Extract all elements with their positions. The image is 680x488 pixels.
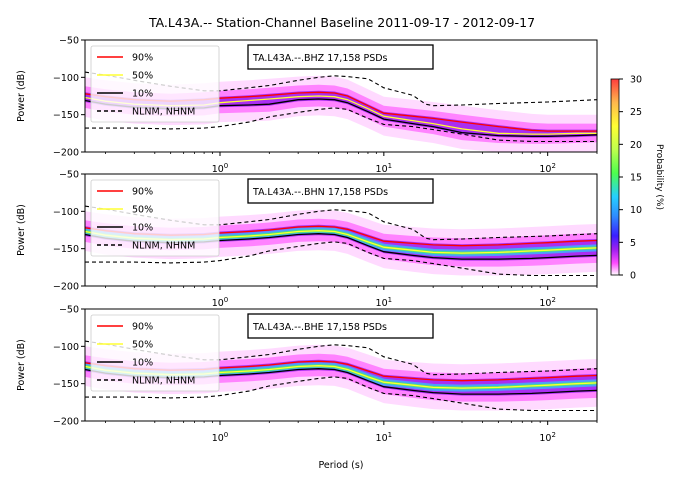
figure-title: TA.L43A.-- Station-Channel Baseline 2011… xyxy=(148,15,535,30)
x-tick-label: 102 xyxy=(539,296,556,309)
legend: 90% 50% 10% NLNM, NHNM xyxy=(90,314,220,392)
y-tick-label: −150 xyxy=(53,379,79,390)
channel-label: TA.L43A.--.BHN 17,158 PSDs xyxy=(252,187,388,198)
legend: 90% 50% 10% NLNM, NHNM xyxy=(90,45,220,123)
legend-label: 50% xyxy=(132,340,153,351)
y-axis-label: Power (dB) xyxy=(16,339,27,391)
colorbar-gradient xyxy=(610,78,620,276)
channel-label-box xyxy=(247,313,434,339)
x-tick-label: 100 xyxy=(212,431,229,444)
legend-label: 10% xyxy=(132,223,153,234)
legend-label: 10% xyxy=(132,89,153,100)
channel-label: TA.L43A.--.BHE 17,158 PSDs xyxy=(252,322,387,333)
y-tick-label: −50 xyxy=(59,36,79,47)
legend-box xyxy=(90,314,220,392)
panel-2: −200 −150 −100 −50 100 101 102 Power (dB) 90% 50%… xyxy=(16,170,598,309)
panel-1: −200 −150 −100 −50 100 101 102 Power (dB) 90% 50%… xyxy=(16,36,598,175)
colorbar-tick-label: 15 xyxy=(630,173,642,184)
legend-box xyxy=(90,179,220,257)
nlnm-line xyxy=(85,376,597,412)
colorbar-tick-label: 0 xyxy=(630,271,636,282)
colorbar-tick-label: 20 xyxy=(630,140,642,151)
x-tick-label: 101 xyxy=(376,162,393,175)
x-tick-label: 100 xyxy=(212,296,229,309)
y-tick-label: −100 xyxy=(53,73,79,84)
legend-label: 50% xyxy=(132,71,153,82)
legend-label: NLNM, NHNM xyxy=(132,241,195,252)
colorbar-tick-label: 30 xyxy=(630,75,642,86)
legend-label: 10% xyxy=(132,358,153,369)
x-tick-label: 100 xyxy=(212,162,229,175)
legend-label: NLNM, NHNM xyxy=(132,107,195,118)
legend-label: 90% xyxy=(132,322,153,333)
x-tick-label: 101 xyxy=(376,431,393,444)
legend-label: NLNM, NHNM xyxy=(132,376,195,387)
y-tick-label: −200 xyxy=(53,282,79,293)
y-axis-label: Power (dB) xyxy=(16,70,27,122)
channel-label-box xyxy=(247,178,434,204)
y-tick-label: −200 xyxy=(53,148,79,159)
plot-frame xyxy=(84,173,598,287)
y-tick-label: −200 xyxy=(53,417,79,428)
y-axis-label: Power (dB) xyxy=(16,204,27,256)
channel-label: TA.L43A.--.BHZ 17,158 PSDs xyxy=(252,53,388,64)
plot-frame xyxy=(84,39,598,153)
y-tick-label: −50 xyxy=(59,305,79,316)
legend-label: 50% xyxy=(132,205,153,216)
plot-frame xyxy=(84,308,598,422)
colorbar-tick-label: 10 xyxy=(630,205,642,216)
y-tick-label: −150 xyxy=(53,244,79,255)
y-tick-label: −100 xyxy=(53,342,79,353)
colorbar: 0 5 10 15 20 25 30 Probability (%) xyxy=(610,75,664,282)
x-tick-label: 102 xyxy=(539,431,556,444)
colorbar-tick-label: 5 xyxy=(630,238,636,249)
legend-label: 90% xyxy=(132,187,153,198)
x-axis-label: Period (s) xyxy=(318,460,363,471)
channel-label-box xyxy=(247,44,434,70)
legend: 90% 50% 10% NLNM, NHNM xyxy=(90,179,220,257)
x-tick-label: 101 xyxy=(376,296,393,309)
nlnm-line xyxy=(85,107,597,143)
legend-label: 90% xyxy=(132,53,153,64)
y-tick-label: −100 xyxy=(53,207,79,218)
colorbar-tick-label: 25 xyxy=(630,107,642,118)
legend-box xyxy=(90,45,220,123)
colorbar-label: Probability (%) xyxy=(654,144,664,210)
y-tick-label: −150 xyxy=(53,110,79,121)
x-tick-label: 102 xyxy=(539,162,556,175)
nlnm-line xyxy=(85,241,597,277)
panel-3: −200 −150 −100 −50 100 101 102 Power (dB) Period… xyxy=(16,305,598,471)
y-tick-label: −50 xyxy=(59,170,79,181)
